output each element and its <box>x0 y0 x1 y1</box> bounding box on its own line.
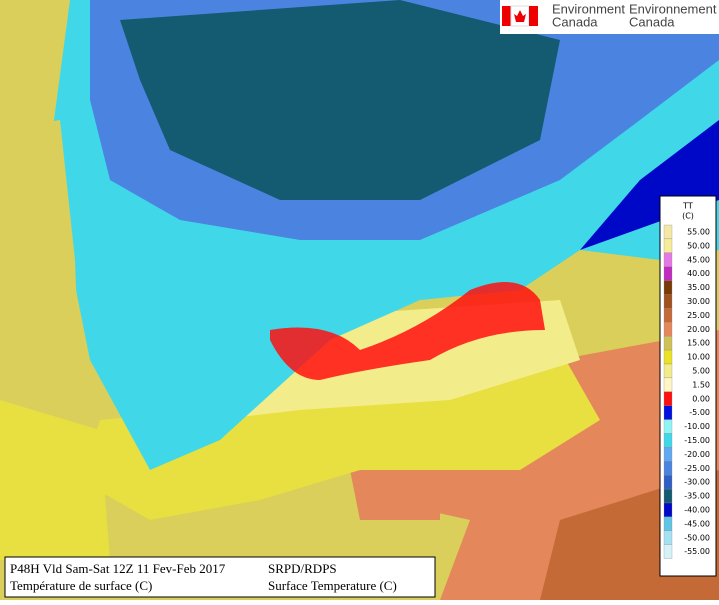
legend-label: -25.00 <box>684 464 710 473</box>
legend-label: -15.00 <box>684 436 710 445</box>
agency-en: Environment <box>552 1 625 16</box>
legend-swatch <box>663 363 673 379</box>
legend-swatch <box>663 238 673 253</box>
legend-swatch <box>663 252 673 267</box>
legend-swatch <box>663 447 673 462</box>
legend-label: -30.00 <box>684 478 710 487</box>
pacific-south <box>0 400 110 560</box>
legend-swatch <box>663 349 673 365</box>
footer-title-fr: Température de surface (C) <box>10 578 152 593</box>
legend-swatch <box>663 391 673 406</box>
flag-right <box>529 6 538 26</box>
legend-swatch <box>663 224 673 240</box>
legend-label: 0.00 <box>692 394 710 403</box>
legend-label: 1.50 <box>692 380 710 389</box>
flag-left <box>502 6 511 26</box>
atlantic-cold <box>580 120 719 250</box>
legend-label: 35.00 <box>687 283 710 292</box>
legend-label: 20.00 <box>687 325 710 334</box>
maple-leaf <box>514 10 526 22</box>
legend-label: -45.00 <box>684 519 710 528</box>
legend-label: 10.00 <box>687 353 710 362</box>
legend-swatch <box>663 475 673 490</box>
legend-unit: (C) <box>682 212 694 221</box>
legend-swatch <box>663 516 673 531</box>
footer-model: SRPD/RDPS <box>268 561 337 576</box>
legend-label: 15.00 <box>687 339 710 348</box>
legend-label: -50.00 <box>684 533 710 542</box>
legend-swatch <box>663 502 673 518</box>
footer-box <box>4 556 436 598</box>
legend-swatch <box>663 461 673 476</box>
legend-swatch <box>663 377 673 392</box>
country-fr: Canada <box>629 14 675 29</box>
footer-run: P48H Vld Sam-Sat 12Z 11 Fev-Feb 2017 <box>10 561 226 576</box>
legend-label: -40.00 <box>684 505 710 514</box>
legend-label: -20.00 <box>684 450 710 459</box>
country-en: Canada <box>552 14 598 29</box>
legend-swatch <box>663 405 673 420</box>
agency-fr: Environnement <box>629 1 717 16</box>
legend-swatch <box>663 419 673 434</box>
legend-swatch <box>663 280 673 295</box>
legend-label: 50.00 <box>687 241 710 250</box>
legend-label: 55.00 <box>687 227 710 236</box>
legend-label: 40.00 <box>687 269 710 278</box>
legend-label: 45.00 <box>687 255 710 264</box>
pacific <box>0 120 80 420</box>
freezing-line <box>270 282 545 380</box>
legend-swatch <box>663 322 673 337</box>
legend-swatch <box>663 488 673 504</box>
legend-label: -35.00 <box>684 492 710 501</box>
texas-warm <box>350 460 440 520</box>
legend-label: -10.00 <box>684 422 710 431</box>
arctic <box>120 0 560 200</box>
legend-label: 30.00 <box>687 297 710 306</box>
legend-swatch <box>663 530 673 545</box>
legend-swatch <box>663 308 673 323</box>
legend-label: 5.00 <box>692 366 710 375</box>
footer-title-en: Surface Temperature (C) <box>268 578 397 593</box>
legend-title: TT <box>682 202 693 211</box>
legend-swatch <box>663 266 673 281</box>
legend-label: -55.00 <box>684 547 710 556</box>
legend-swatch <box>663 294 673 309</box>
legend-label: -5.00 <box>689 408 710 417</box>
legend-swatch <box>663 336 673 351</box>
legend-swatch <box>663 544 673 559</box>
legend-label: 25.00 <box>687 311 710 320</box>
legend-swatch <box>663 433 673 448</box>
